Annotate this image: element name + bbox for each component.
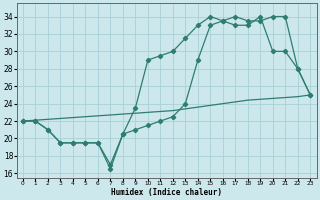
X-axis label: Humidex (Indice chaleur): Humidex (Indice chaleur) bbox=[111, 188, 222, 197]
